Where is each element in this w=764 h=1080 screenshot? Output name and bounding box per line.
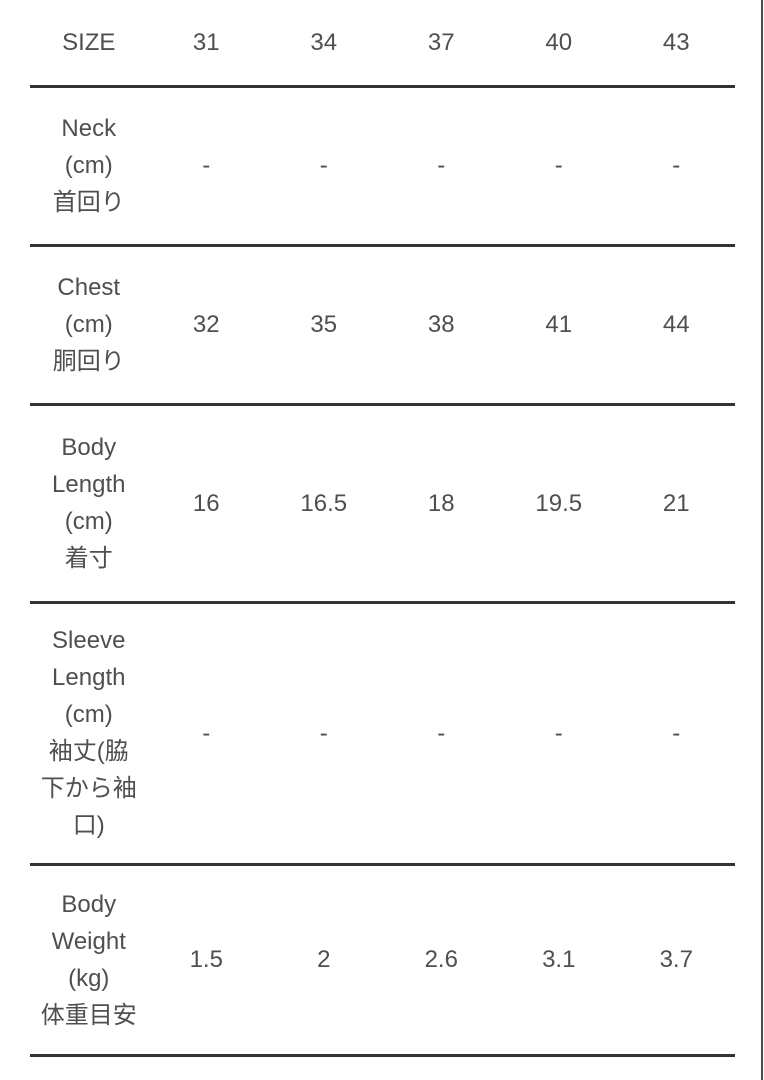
size-value-cell: 38 xyxy=(382,245,500,406)
size-value-cell: - xyxy=(147,86,265,247)
size-value-cell: 3.7 xyxy=(617,864,735,1057)
size-value-cell: 16 xyxy=(147,404,265,604)
size-column-header: 34 xyxy=(265,0,383,88)
size-chart-body: Neck (cm) 首回り - - - - - Chest (cm) 胴回り 32 35 38 41 44… xyxy=(30,86,735,1057)
row-label-ja: 着寸 xyxy=(64,545,113,572)
size-value-cell: 41 xyxy=(500,245,618,406)
size-value-cell: - xyxy=(617,86,735,247)
size-header-label: SIZE xyxy=(30,0,148,88)
table-row-sleeve-length: Sleeve Length (cm) 袖丈(脇下から袖口) - - - - - xyxy=(30,602,735,866)
size-value-cell: - xyxy=(500,86,618,247)
row-label-body-length: Body Length (cm) 着寸 xyxy=(30,404,148,604)
size-value-cell: - xyxy=(382,86,500,247)
row-label-sleeve-length: Sleeve Length (cm) 袖丈(脇下から袖口) xyxy=(30,602,148,866)
size-value-cell: 16.5 xyxy=(265,404,383,604)
table-row-chest: Chest (cm) 胴回り 32 35 38 41 44 xyxy=(30,245,735,406)
row-label-ja: 体重目安 xyxy=(40,1001,137,1029)
size-value-cell: - xyxy=(382,602,500,866)
size-column-header: 37 xyxy=(382,0,500,88)
size-value-cell: 32 xyxy=(147,245,265,406)
right-edge-divider xyxy=(761,0,763,1080)
size-value-cell: 19.5 xyxy=(500,404,618,604)
row-label-body-weight: Body Weight (kg) 体重目安 xyxy=(30,864,148,1057)
size-value-cell: 44 xyxy=(617,245,735,406)
row-label-en: Body Length (cm) xyxy=(52,434,126,535)
row-label-en: Neck (cm) xyxy=(61,115,117,179)
size-value-cell: 3.1 xyxy=(500,864,618,1057)
row-label-ja: 袖丈(脇下から袖口) xyxy=(40,738,137,839)
row-label-neck: Neck (cm) 首回り xyxy=(30,86,148,247)
size-column-header: 43 xyxy=(617,0,735,88)
row-label-chest: Chest (cm) 胴回り xyxy=(30,245,148,406)
size-value-cell: 21 xyxy=(617,404,735,604)
size-value-cell: - xyxy=(147,602,265,866)
row-label-en: Chest (cm) xyxy=(57,274,121,338)
row-label-ja: 首回り xyxy=(52,189,125,216)
size-column-header: 31 xyxy=(147,0,265,88)
row-label-en: Body Weight (kg) xyxy=(51,890,126,992)
size-column-header: 40 xyxy=(500,0,618,88)
size-value-cell: - xyxy=(500,602,618,866)
table-row-body-length: Body Length (cm) 着寸 16 16.5 18 19.5 21 xyxy=(30,404,735,604)
size-value-cell: 2.6 xyxy=(382,864,500,1057)
size-chart-header-row: SIZE 31 34 37 40 43 xyxy=(30,0,735,88)
size-chart-table: SIZE 31 34 37 40 43 Neck (cm) 首回り - - - - - Chest (c… xyxy=(30,0,735,1057)
size-value-cell: 18 xyxy=(382,404,500,604)
size-value-cell: - xyxy=(617,602,735,866)
table-row-body-weight: Body Weight (kg) 体重目安 1.5 2 2.6 3.1 3.7 xyxy=(30,864,735,1057)
size-value-cell: - xyxy=(265,602,383,866)
size-value-cell: 2 xyxy=(265,864,383,1057)
table-row-neck: Neck (cm) 首回り - - - - - xyxy=(30,86,735,247)
size-value-cell: 1.5 xyxy=(147,864,265,1057)
size-value-cell: 35 xyxy=(265,245,383,406)
size-value-cell: - xyxy=(265,86,383,247)
row-label-en: Sleeve Length (cm) xyxy=(52,627,126,728)
row-label-ja: 胴回り xyxy=(52,348,125,375)
